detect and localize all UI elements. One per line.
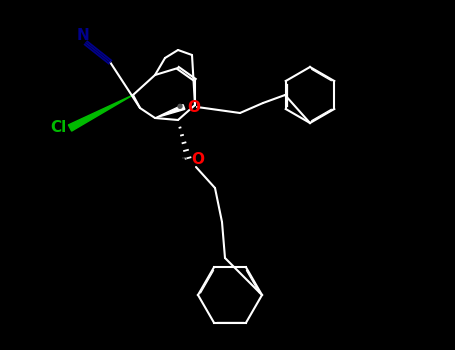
Polygon shape [155, 105, 185, 118]
Text: N: N [76, 28, 89, 42]
Text: "": "" [181, 156, 187, 162]
Polygon shape [68, 95, 133, 131]
Text: O: O [192, 153, 204, 168]
Text: Cl: Cl [50, 120, 66, 135]
Text: ●: ● [177, 103, 183, 109]
Text: O: O [187, 99, 201, 114]
